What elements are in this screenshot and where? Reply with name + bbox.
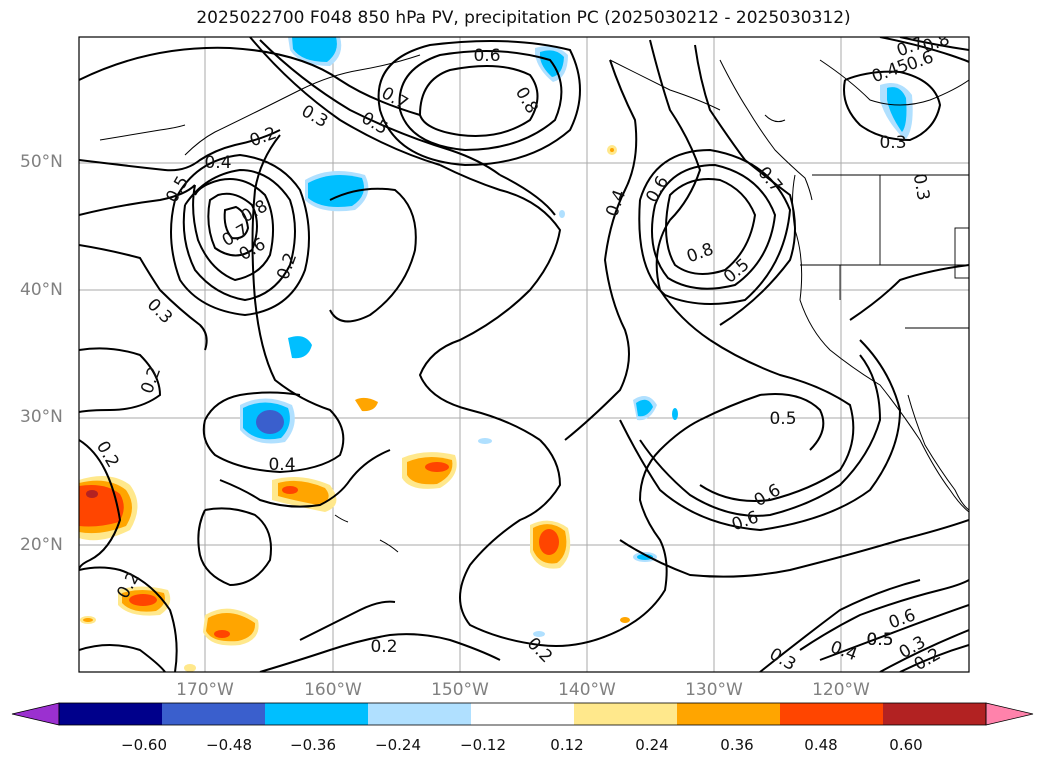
colorbar-over-arrow <box>985 702 1034 726</box>
pv-contours <box>79 37 969 672</box>
pv-precip-map: 0.6 0.8 0.7 0.5 0.3 0.2 0.4 0.5 0.8 0.7 … <box>78 36 970 673</box>
contour-label: 0.5 <box>866 630 893 650</box>
contour-label: 0.4 <box>268 455 295 475</box>
map-title: 2025022700 F048 850 hPa PV, precipitatio… <box>196 8 851 28</box>
colorbar-segment <box>677 703 781 725</box>
colorbar-tick: −0.24 <box>375 736 421 754</box>
colorbar-segments <box>11 702 1034 726</box>
precip-negative-cells <box>240 37 913 637</box>
precip-positive-cells <box>79 145 630 672</box>
lon-label: 160°W <box>304 680 362 700</box>
contour-label: 0.6 <box>473 46 500 66</box>
colorbar-segment <box>471 703 575 725</box>
colorbar <box>11 702 1034 726</box>
contour-label: 0.3 <box>909 172 933 202</box>
lon-label: 120°W <box>812 680 870 700</box>
contour-label: 0.5 <box>866 630 893 650</box>
colorbar-tick: 0.12 <box>550 736 584 754</box>
colorbar-segment <box>59 703 163 725</box>
lon-label: 150°W <box>431 680 489 700</box>
colorbar-segment <box>162 703 266 725</box>
lat-label: 50°N <box>20 152 63 172</box>
colorbar-tick: 0.60 <box>889 736 923 754</box>
colorbar-tick: −0.12 <box>460 736 506 754</box>
colorbar-tick: −0.36 <box>290 736 336 754</box>
contour-label: 0.2 <box>370 637 397 657</box>
colorbar-tick: 0.36 <box>720 736 754 754</box>
map-frame <box>78 36 970 673</box>
contour-label: 0.5 <box>769 409 796 429</box>
coastlines <box>99 54 969 553</box>
colorbar-tick: −0.60 <box>121 736 167 754</box>
lat-label: 30°N <box>20 407 63 427</box>
colorbar-tick: 0.48 <box>804 736 838 754</box>
colorbar-segment <box>574 703 678 725</box>
colorbar-tick: −0.48 <box>206 736 252 754</box>
colorbar-segment <box>368 703 472 725</box>
colorbar-frame <box>58 702 987 726</box>
colorbar-segment <box>780 703 884 725</box>
colorbar-segment <box>883 703 987 725</box>
lat-label: 20°N <box>20 535 63 555</box>
lon-label: 170°W <box>176 680 234 700</box>
colorbar-tick: 0.24 <box>635 736 669 754</box>
lon-label: 130°W <box>685 680 743 700</box>
lat-label: 40°N <box>20 280 63 300</box>
contour-label: 0.3 <box>879 133 906 153</box>
contour-label: 0.4 <box>204 153 231 173</box>
colorbar-segment <box>265 703 369 725</box>
political-borders <box>800 174 969 329</box>
lon-label: 140°W <box>558 680 616 700</box>
graticule <box>79 37 969 672</box>
colorbar-under-arrow <box>11 702 60 726</box>
